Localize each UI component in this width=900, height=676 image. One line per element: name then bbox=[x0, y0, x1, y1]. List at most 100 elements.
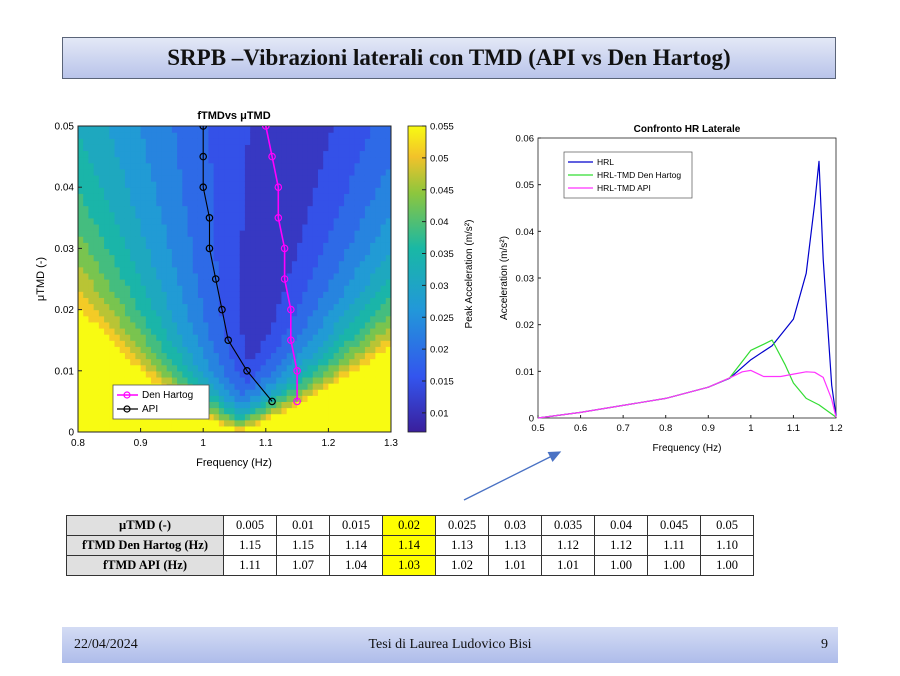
contour-cell bbox=[88, 425, 95, 432]
contour-cell bbox=[250, 407, 256, 415]
contour-cell bbox=[380, 168, 387, 176]
contour-cell bbox=[109, 370, 116, 378]
contour-cell bbox=[328, 279, 335, 286]
contour-cell bbox=[234, 285, 241, 292]
contour-cell bbox=[323, 187, 329, 194]
contour-cell bbox=[380, 352, 387, 360]
contour-cell bbox=[370, 358, 376, 366]
contour-cell bbox=[224, 291, 230, 298]
contour-cell bbox=[213, 236, 220, 243]
contour-cell bbox=[370, 126, 376, 133]
contour-cell bbox=[291, 254, 298, 262]
contour-cell bbox=[229, 193, 236, 201]
contour-cell bbox=[114, 168, 121, 176]
contour-cell bbox=[98, 279, 105, 286]
contour-cell bbox=[281, 230, 288, 237]
table-cell: 1.13 bbox=[435, 535, 489, 556]
contour-cell bbox=[104, 187, 110, 194]
contour-cell bbox=[260, 285, 267, 292]
contour-cell bbox=[114, 242, 121, 249]
contour-cell bbox=[156, 162, 163, 170]
contour-cell bbox=[317, 126, 324, 133]
contour-cell bbox=[78, 181, 84, 188]
contour-cell bbox=[297, 340, 303, 347]
contour-cell bbox=[234, 425, 241, 432]
contour-cell bbox=[151, 327, 157, 335]
contour-cell bbox=[375, 193, 382, 201]
contour-cell bbox=[234, 144, 241, 152]
contour-cell bbox=[135, 138, 142, 145]
contour-cell bbox=[166, 168, 173, 176]
contour-cell bbox=[307, 407, 314, 415]
contour-cell bbox=[344, 132, 350, 139]
table-row: fTMD Den Hartog (Hz) 1.15 1.15 1.14 1.14 1.13… bbox=[66, 535, 754, 556]
contour-cell bbox=[93, 168, 100, 176]
contour-cell bbox=[130, 340, 136, 347]
contour-cell bbox=[281, 236, 288, 243]
contour-cell bbox=[338, 419, 345, 427]
contour-cell bbox=[281, 285, 288, 292]
contour-cell bbox=[145, 315, 152, 323]
contour-cell bbox=[354, 266, 361, 274]
contour-cell bbox=[359, 193, 366, 201]
contour-cell bbox=[328, 334, 335, 341]
contour-cell bbox=[124, 358, 131, 366]
contour-cell bbox=[297, 254, 303, 262]
contour-cell bbox=[208, 370, 215, 378]
contour-cell bbox=[354, 205, 361, 213]
contour-cell bbox=[349, 309, 356, 317]
contour-cell bbox=[88, 187, 95, 194]
contour-cell bbox=[182, 285, 189, 292]
contour-cell bbox=[344, 144, 350, 152]
contour-cell bbox=[166, 419, 173, 427]
contour-cell bbox=[354, 401, 361, 409]
contour-cell bbox=[375, 272, 382, 280]
contour-cell bbox=[260, 254, 267, 262]
contour-cell bbox=[166, 285, 173, 292]
contour-cell bbox=[375, 291, 382, 298]
contour-cell bbox=[93, 223, 100, 231]
contour-cell bbox=[286, 419, 293, 427]
contour-cell bbox=[208, 144, 215, 152]
contour-cell bbox=[98, 211, 105, 219]
contour-cell bbox=[192, 248, 199, 256]
contour-cell bbox=[218, 364, 225, 372]
contour-cell bbox=[349, 285, 356, 292]
contour-cell bbox=[349, 358, 356, 366]
contour-cell bbox=[98, 413, 105, 421]
contour-cell bbox=[364, 383, 371, 390]
contour-cell bbox=[78, 205, 84, 213]
contour-cell bbox=[302, 272, 309, 280]
contour-cell bbox=[344, 156, 350, 164]
contour-cell bbox=[328, 315, 335, 323]
contour-cell bbox=[297, 211, 303, 219]
contour-cell bbox=[349, 223, 356, 231]
contour-cell bbox=[98, 309, 105, 317]
contour-cell bbox=[250, 236, 256, 243]
contour-cell bbox=[385, 144, 391, 152]
contour-cell bbox=[119, 419, 126, 427]
contour-cell bbox=[250, 358, 256, 366]
contour-cell bbox=[338, 285, 345, 292]
contour-cell bbox=[307, 291, 314, 298]
contour-cell bbox=[98, 303, 105, 311]
contour-cell bbox=[349, 254, 356, 262]
contour-cell bbox=[302, 327, 309, 335]
contour-cell bbox=[260, 419, 267, 427]
contour-cell bbox=[88, 199, 95, 207]
contour-cell bbox=[323, 266, 329, 274]
contour-cell bbox=[104, 132, 110, 139]
contour-cell bbox=[135, 156, 142, 164]
contour-cell bbox=[359, 315, 366, 323]
x-tick-label: 0.6 bbox=[574, 423, 587, 434]
contour-cell bbox=[88, 352, 95, 360]
contour-cell bbox=[265, 162, 272, 170]
contour-cell bbox=[93, 150, 100, 158]
contour-cell bbox=[229, 334, 236, 341]
contour-cell bbox=[375, 132, 382, 139]
contour-cell bbox=[203, 254, 210, 262]
contour-cell bbox=[229, 358, 236, 366]
contour-cell bbox=[182, 272, 189, 280]
contour-cell bbox=[124, 162, 131, 170]
contour-cell bbox=[156, 297, 163, 305]
